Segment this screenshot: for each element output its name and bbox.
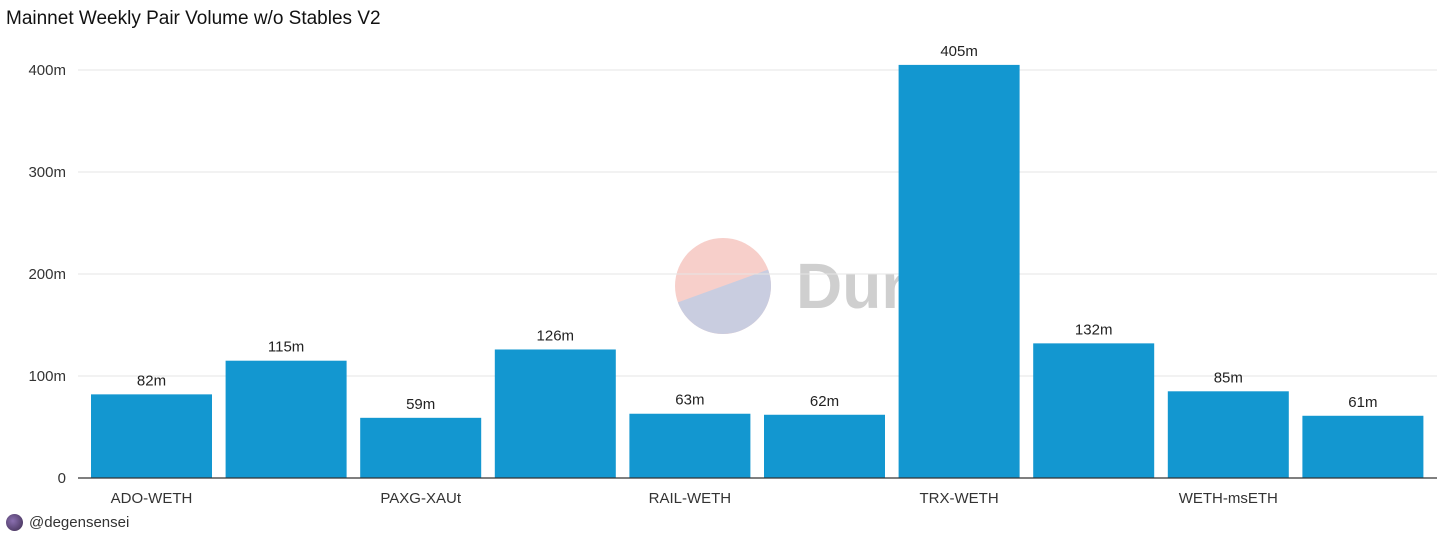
y-tick-label: 400m bbox=[28, 62, 66, 79]
bar bbox=[91, 394, 212, 478]
x-tick-label: PAXG-XAUt bbox=[380, 490, 461, 507]
bar-data-label: 82m bbox=[137, 372, 166, 389]
bar-data-label: 63m bbox=[675, 392, 704, 409]
bar bbox=[494, 349, 616, 478]
bar bbox=[1033, 343, 1155, 478]
watermark-circle-bottom bbox=[677, 269, 771, 334]
x-tick-label: TRX-WETH bbox=[920, 490, 999, 507]
bar-data-label: 115m bbox=[268, 339, 304, 356]
bar bbox=[225, 360, 347, 478]
bar bbox=[898, 64, 1020, 479]
bar bbox=[764, 414, 885, 478]
bar-data-label: 85m bbox=[1214, 369, 1243, 386]
y-axis: 0 100m 200m 300m 400m bbox=[28, 62, 66, 487]
bar bbox=[1167, 391, 1289, 478]
chart-title: Mainnet Weekly Pair Volume w/o Stables V… bbox=[6, 8, 381, 29]
grid-lines bbox=[78, 69, 1437, 377]
bar-data-label: 61m bbox=[1348, 394, 1377, 411]
footer: @degensensei bbox=[6, 514, 129, 531]
bar-data-label: 62m bbox=[810, 393, 839, 410]
y-tick-label: 0 bbox=[58, 470, 66, 487]
bars-group bbox=[91, 64, 1424, 479]
y-tick-label: 300m bbox=[28, 164, 66, 181]
bar-data-label: 59m bbox=[406, 396, 435, 413]
data-labels-group: 82m 115m 59m 126m 63m 62m 405m 132m 85m 61m bbox=[137, 43, 1378, 413]
bar-data-label: 132m bbox=[1075, 321, 1113, 338]
dune-watermark: Dune bbox=[675, 238, 956, 334]
bar bbox=[1302, 415, 1424, 478]
bar bbox=[360, 417, 482, 478]
bar bbox=[629, 413, 751, 478]
x-tick-label: ADO-WETH bbox=[111, 490, 193, 507]
bar-data-label: 405m bbox=[940, 43, 978, 60]
x-tick-label: RAIL-WETH bbox=[649, 490, 732, 507]
x-axis: ADO-WETH PAXG-XAUt RAIL-WETH TRX-WETH WETH-m… bbox=[78, 477, 1437, 507]
y-tick-label: 100m bbox=[28, 368, 66, 385]
footer-handle[interactable]: @degensensei bbox=[29, 514, 130, 531]
x-tick-label: WETH-msETH bbox=[1179, 490, 1278, 507]
bar-data-label: 126m bbox=[537, 327, 575, 344]
y-tick-label: 200m bbox=[28, 266, 66, 283]
avatar bbox=[6, 514, 23, 531]
